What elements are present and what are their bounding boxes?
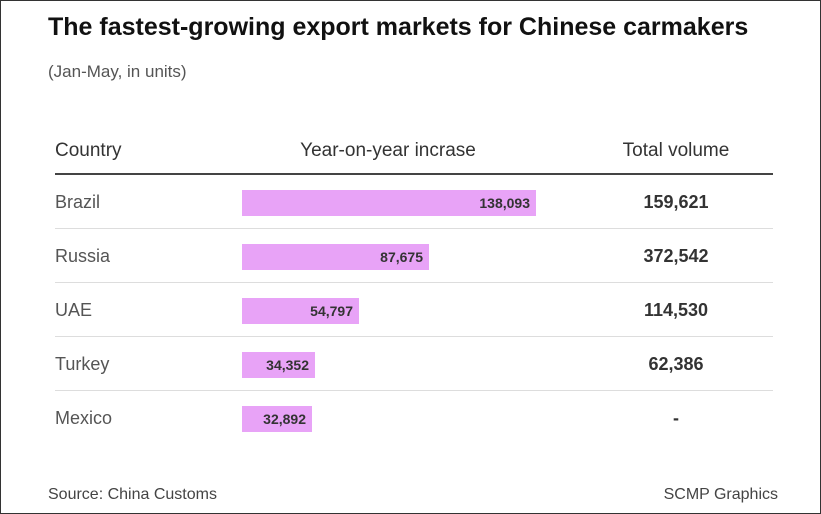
country-label: UAE bbox=[55, 300, 93, 320]
chart-title: The fastest-growing export markets for C… bbox=[48, 13, 749, 41]
table-row: Brazil 138,093 159,621 bbox=[55, 175, 773, 229]
row-divider bbox=[55, 282, 773, 283]
row-divider bbox=[55, 228, 773, 229]
bar-value-label: 54,797 bbox=[310, 303, 353, 319]
chart-subtitle: (Jan-May, in units) bbox=[48, 62, 187, 81]
header-yoy: Year-on-year incrase bbox=[300, 140, 476, 161]
header-total-volume: Total volume bbox=[622, 140, 730, 161]
header-country: Country bbox=[55, 140, 122, 161]
bar bbox=[242, 190, 536, 216]
country-label: Brazil bbox=[55, 192, 101, 212]
country-label: Russia bbox=[55, 246, 111, 266]
bar bbox=[242, 352, 315, 378]
table-row: Turkey 34,352 62,386 bbox=[55, 337, 773, 391]
bar-value-label: 87,675 bbox=[380, 249, 423, 265]
bar-value-label: 138,093 bbox=[479, 195, 530, 211]
credit-note: SCMP Graphics bbox=[663, 486, 778, 503]
header-divider bbox=[55, 173, 773, 175]
bar-value-label: 34,352 bbox=[266, 357, 309, 373]
table-row: Russia 87,675 372,542 bbox=[55, 229, 773, 283]
table-row: Mexico 32,892 - bbox=[55, 391, 773, 445]
total-volume-value: 114,530 bbox=[643, 300, 709, 320]
total-volume-value: 372,542 bbox=[643, 246, 709, 266]
bar bbox=[242, 244, 429, 270]
country-label: Mexico bbox=[55, 408, 113, 428]
bar bbox=[242, 298, 359, 324]
total-volume-value: 62,386 bbox=[648, 354, 704, 374]
row-divider bbox=[55, 390, 773, 391]
bar-value-label: 32,892 bbox=[263, 411, 306, 427]
country-label: Turkey bbox=[55, 354, 110, 374]
total-volume-value: 159,621 bbox=[643, 192, 709, 212]
row-divider bbox=[55, 336, 773, 337]
table-row: UAE 54,797 114,530 bbox=[55, 283, 773, 337]
total-volume-value: - bbox=[673, 408, 679, 428]
source-note: Source: China Customs bbox=[48, 486, 217, 503]
bar bbox=[242, 406, 312, 432]
